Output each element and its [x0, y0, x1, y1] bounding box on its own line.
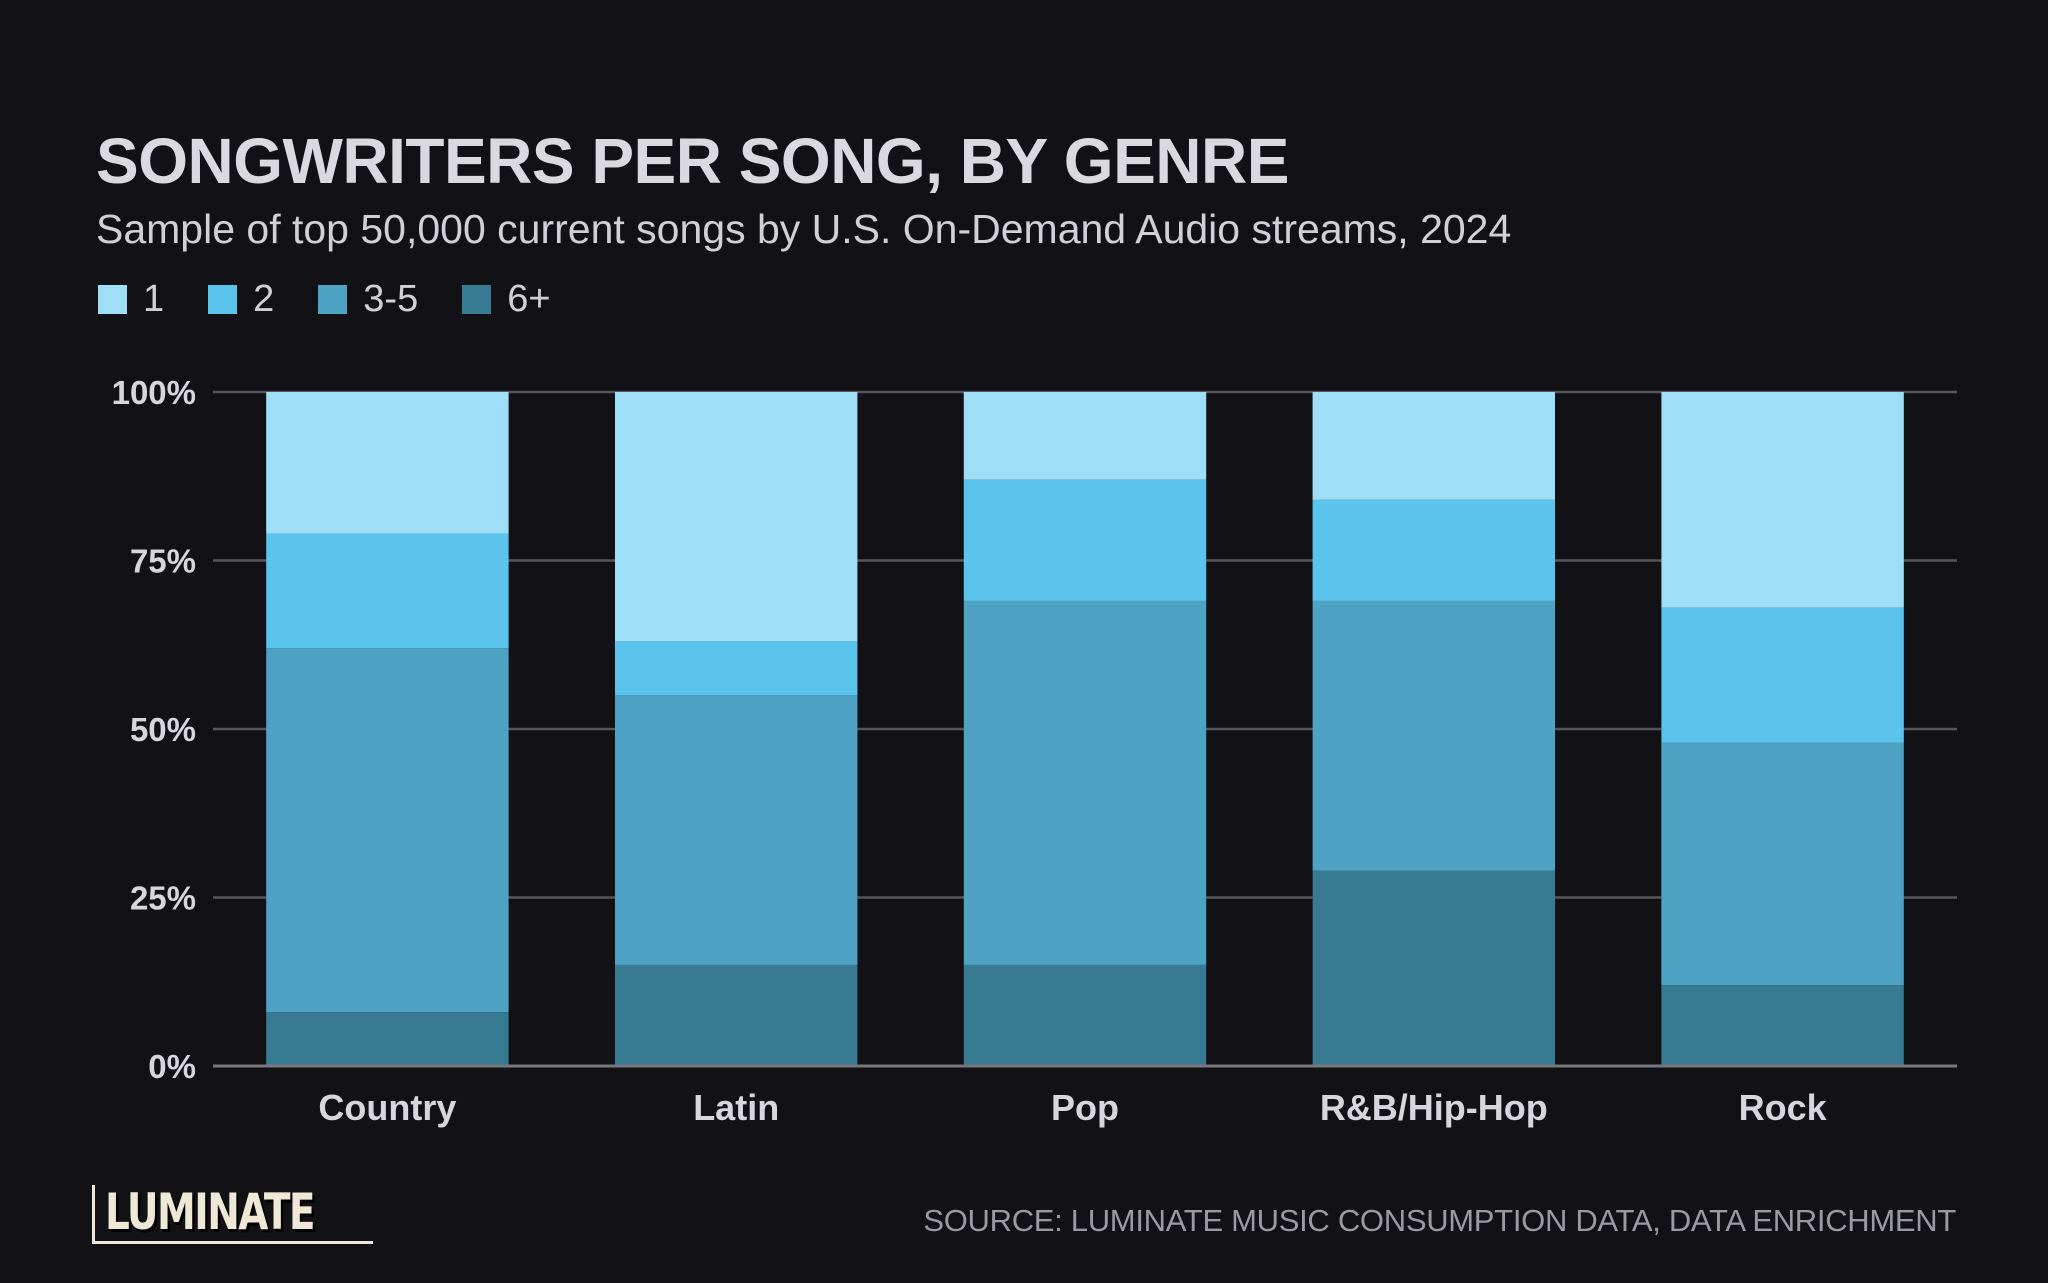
legend-label: 6+	[507, 278, 551, 320]
legend-item-3-5: 3-5	[318, 278, 418, 321]
bar-segment-country-3-5	[266, 648, 509, 1013]
bar-segment-r-b-hip-hop-2	[1312, 499, 1556, 601]
y-tick-label: 75%	[130, 543, 196, 580]
x-tick-label: R&B/Hip-Hop	[1320, 1087, 1548, 1128]
bar-segment-r-b-hip-hop-6-plus	[1312, 870, 1556, 1066]
chart-subtitle: Sample of top 50,000 current songs by U.…	[96, 206, 1512, 252]
legend-item-2: 2	[208, 278, 274, 321]
x-tick-label: Rock	[1739, 1087, 1828, 1128]
legend-swatch-1	[98, 285, 127, 314]
x-tick-labels: Country Latin Pop R&B/Hip-Hop Rock	[318, 1087, 1827, 1128]
luminate-logo: LUMINATE	[92, 1185, 373, 1244]
x-tick-label: Latin	[693, 1087, 779, 1128]
logo-text: LUMINATE	[105, 1183, 316, 1241]
y-tick-label: 100%	[112, 374, 196, 411]
y-tick-label: 25%	[130, 880, 196, 917]
bar-segment-rock-2	[1661, 607, 1904, 743]
legend-swatch-2	[208, 285, 238, 314]
y-tick-labels: 0% 25% 50% 75% 100%	[112, 374, 196, 1085]
chart-title: SONGWRITERS PER SONG, BY GENRE	[96, 125, 1289, 197]
bar-segment-pop-2	[963, 479, 1207, 601]
bar-segment-latin-1	[614, 392, 858, 642]
legend-item-6-plus: 6+	[462, 278, 551, 321]
bar-segment-rock-1	[1661, 392, 1904, 608]
bar-segment-rock-6-plus	[1661, 985, 1904, 1066]
bar-segment-pop-6-plus	[963, 964, 1207, 1066]
bar-segment-pop-1	[963, 392, 1207, 480]
y-tick-label: 50%	[130, 711, 196, 748]
bar-segment-pop-3-5	[963, 600, 1207, 965]
bar-segment-country-2	[266, 533, 509, 649]
bar-segment-r-b-hip-hop-1	[1312, 392, 1556, 500]
legend: 1 2 3-5 6+	[98, 278, 595, 321]
source-note: SOURCE: LUMINATE MUSIC CONSUMPTION DATA,…	[923, 1203, 1956, 1238]
legend-item-1: 1	[98, 278, 164, 321]
bar-segment-rock-3-5	[1661, 742, 1904, 986]
bar-segment-r-b-hip-hop-3-5	[1312, 600, 1556, 871]
bars	[266, 392, 1904, 1066]
bar-segment-country-6-plus	[266, 1012, 509, 1066]
legend-label: 1	[143, 278, 165, 320]
legend-swatch-3-5	[318, 285, 348, 314]
legend-swatch-6-plus	[462, 285, 492, 314]
legend-label: 2	[253, 278, 275, 320]
bar-segment-latin-3-5	[614, 695, 858, 965]
y-tick-label: 0%	[148, 1048, 196, 1085]
x-tick-label: Country	[318, 1087, 456, 1128]
legend-label: 3-5	[363, 278, 419, 320]
bar-segment-country-1	[266, 392, 509, 534]
x-tick-label: Pop	[1051, 1087, 1119, 1128]
bar-segment-latin-6-plus	[614, 964, 858, 1066]
bar-segment-latin-2	[614, 641, 858, 696]
